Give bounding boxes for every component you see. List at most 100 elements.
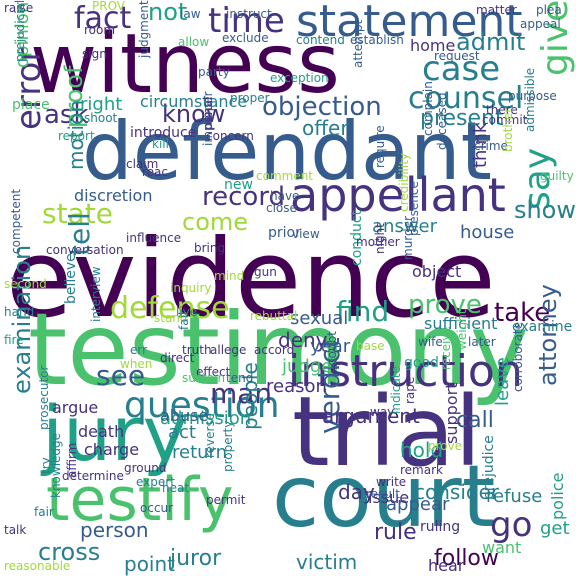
cloud-word: examination <box>8 244 36 394</box>
cloud-word: believe <box>63 253 79 304</box>
cloud-word: discretion <box>74 186 153 205</box>
cloud-word: abuse <box>160 406 209 425</box>
cloud-word: rule <box>374 520 417 545</box>
cloud-word: exclude <box>222 31 269 45</box>
cloud-word: day <box>338 480 375 504</box>
cloud-word: require <box>373 125 387 168</box>
cloud-word: hand <box>4 305 35 319</box>
cloud-word: when <box>120 357 153 371</box>
cloud-word: receive <box>439 326 453 370</box>
cloud-word: direct <box>160 351 195 365</box>
cloud-word: expert <box>136 475 175 489</box>
cloud-word: circumstance <box>140 92 248 111</box>
cloud-word: offer <box>302 116 349 140</box>
cloud-word: bring <box>194 241 226 255</box>
cloud-word: object <box>412 262 462 281</box>
cloud-word: year <box>310 336 351 357</box>
cloud-word: charge <box>84 440 140 459</box>
cloud-word: attempt <box>351 19 365 68</box>
cloud-word: way <box>370 405 395 419</box>
cloud-word: corroborate <box>511 321 525 392</box>
cloud-word: room <box>84 23 116 37</box>
cloud-word: point <box>124 552 176 576</box>
cloud-word: judge <box>282 356 333 377</box>
cloud-word: kill <box>152 137 169 151</box>
cloud-word: contend <box>296 33 345 47</box>
cloud-word: request <box>434 49 480 63</box>
cloud-word: take <box>494 298 551 328</box>
cloud-word: find <box>336 295 390 328</box>
cloud-word: party <box>198 65 230 79</box>
cloud-word: ask <box>44 100 89 130</box>
cloud-word: instruction <box>288 346 523 397</box>
cloud-word: appear <box>386 494 450 515</box>
cloud-word: report <box>58 129 95 143</box>
cloud-word: property <box>221 420 235 472</box>
cloud-word: concern <box>206 129 254 143</box>
cloud-word: good <box>404 355 439 371</box>
cloud-word: hear <box>428 556 465 575</box>
cloud-word: man <box>210 377 273 410</box>
cloud-word: juror <box>170 546 222 571</box>
cloud-word: case <box>422 49 501 89</box>
cloud-word: death <box>78 422 125 441</box>
cloud-word: purpose <box>508 89 557 103</box>
cloud-word: base <box>356 339 385 353</box>
cloud-word: go <box>490 505 533 545</box>
cloud-word: sign <box>82 47 107 61</box>
cloud-word: police <box>548 472 567 520</box>
cloud-word: weight <box>455 309 469 350</box>
cloud-word: consider <box>414 480 500 504</box>
cloud-word: answer <box>372 216 438 237</box>
cloud-word: remark <box>400 463 443 477</box>
cloud-word: know <box>162 100 226 128</box>
cloud-word: close <box>266 201 297 215</box>
cloud-word: fact <box>74 1 132 36</box>
cloud-word: see <box>96 359 146 392</box>
cloud-word: try <box>39 457 53 474</box>
cloud-word: exception <box>270 71 329 85</box>
cloud-word: appellant <box>290 168 506 222</box>
cloud-word: fail <box>177 311 191 330</box>
cloud-word: doubt <box>325 331 339 366</box>
cloud-word: allow <box>178 35 210 49</box>
cloud-word: new <box>224 177 253 193</box>
cloud-word: sufficient <box>424 314 498 333</box>
cloud-word: judgment <box>137 0 151 58</box>
cloud-word: trial <box>292 376 482 488</box>
cloud-word: jury <box>42 389 188 478</box>
cloud-word: leave <box>492 357 513 406</box>
cloud-word: determine <box>62 469 124 483</box>
cloud-word: law <box>180 7 201 21</box>
cloud-word: plea <box>536 3 562 17</box>
cloud-word: inquiry <box>170 281 212 295</box>
cloud-word: defense <box>110 291 230 326</box>
cloud-word: guilty <box>540 169 574 183</box>
cloud-word: not <box>148 0 188 26</box>
cloud-word: admission <box>160 408 252 429</box>
cloud-word: reac <box>142 165 169 179</box>
cloud-word: competent <box>9 188 23 254</box>
cloud-word: occur <box>140 501 174 515</box>
cloud-word: there <box>486 103 518 117</box>
cloud-word: argument <box>322 404 420 428</box>
cloud-word: affirm <box>65 442 79 478</box>
cloud-word: fire <box>4 333 24 347</box>
cloud-word: mother <box>356 235 400 249</box>
cloud-word: wife <box>418 335 443 349</box>
cloud-word: ground <box>124 461 167 475</box>
cloud-word: defendant <box>82 105 492 198</box>
cloud-word: come <box>182 208 249 236</box>
cloud-word: mind <box>214 269 245 283</box>
cloud-word: victim <box>296 550 358 574</box>
cloud-word: err <box>130 343 148 357</box>
cloud-word: write <box>376 475 407 489</box>
cloud-word: prior <box>268 225 301 241</box>
cloud-word: home <box>410 36 456 55</box>
cloud-word: right <box>80 94 123 115</box>
cloud-word: credibility <box>397 152 411 212</box>
cloud-word: allege <box>210 343 247 357</box>
cloud-word: place <box>12 97 50 113</box>
cloud-word: reverse <box>203 412 217 458</box>
cloud-word: show <box>513 196 576 224</box>
